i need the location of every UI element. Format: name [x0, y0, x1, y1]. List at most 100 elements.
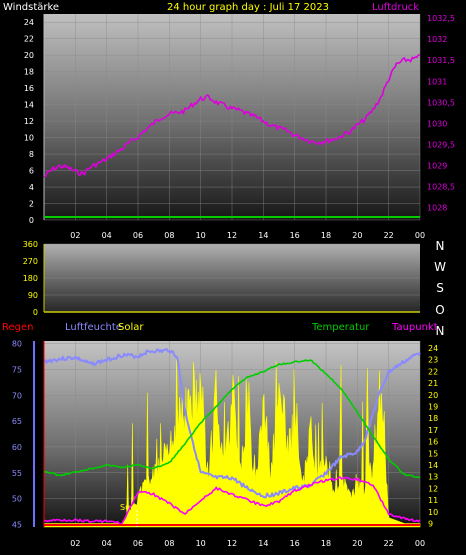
- wind-tick-label: 22: [24, 35, 34, 44]
- pressure-tick-label: 1028,5: [427, 182, 455, 191]
- wind-tick-label: 4: [29, 183, 34, 192]
- humidity-tick-label: 75: [12, 365, 22, 374]
- temperature-line: [43, 359, 421, 479]
- x-tick-label: 02: [70, 539, 80, 548]
- temperature-tick-label: 23: [428, 356, 438, 365]
- wind-tick-label: 16: [24, 84, 34, 93]
- legend-rain: Regen: [2, 322, 34, 333]
- humidity-tick-label: 45: [12, 520, 22, 529]
- x-tick-label: 00: [415, 231, 425, 240]
- x-tick-label: 22: [384, 539, 394, 548]
- x-tick-label: 04: [102, 539, 112, 548]
- x-tick-label: 14: [258, 231, 268, 240]
- x-tick-label: 08: [164, 231, 174, 240]
- x-tick-label: 16: [290, 539, 300, 548]
- legend-dewpoint: Taupunkt: [391, 322, 438, 333]
- temperature-tick-label: 18: [428, 414, 438, 423]
- temperature-tick-label: 15: [428, 449, 438, 458]
- direction-tick-label: 0: [33, 308, 38, 317]
- pressure-tick-label: 1030: [427, 119, 447, 128]
- direction-tick-label: 360: [23, 240, 38, 249]
- compass-label: O: [435, 303, 444, 317]
- sun-label: Sun: [120, 503, 135, 512]
- direction-tick-label: 90: [28, 291, 38, 300]
- x-tick-label: 10: [196, 231, 206, 240]
- direction-y-ticks: 0 90 180 270 360: [23, 240, 38, 317]
- compass-label: S: [436, 281, 444, 295]
- pressure-tick-label: 1028: [427, 203, 447, 212]
- x-tick-label: 16: [290, 231, 300, 240]
- temperature-tick-label: 16: [428, 438, 438, 447]
- pressure-tick-label: 1030,5: [427, 98, 455, 107]
- x-tick-label: 06: [133, 539, 143, 548]
- humidity-tick-label: 65: [12, 417, 22, 426]
- pressure-tick-label: 1031: [427, 77, 447, 86]
- pressure-tick-label: 1029: [427, 161, 447, 170]
- x-ticks-3: 02 04 06 08 10 12 14 16 18 20 22 00: [70, 539, 425, 548]
- wind-tick-label: 6: [29, 167, 34, 176]
- direction-tick-label: 180: [23, 274, 38, 283]
- x-tick-label: 12: [227, 539, 237, 548]
- direction-tick-label: 270: [23, 257, 38, 266]
- temperature-tick-label: 10: [428, 508, 438, 517]
- compass-label: W: [434, 260, 446, 274]
- pressure-line: [43, 54, 420, 178]
- pressure-tick-label: 1032: [427, 35, 447, 44]
- x-tick-label: 08: [164, 539, 174, 548]
- wind-tick-label: 8: [29, 150, 34, 159]
- x-tick-label: 22: [384, 231, 394, 240]
- wind-tick-label: 24: [24, 18, 34, 27]
- temperature-tick-label: 17: [428, 426, 438, 435]
- legend-solar: Solar: [118, 322, 144, 333]
- x-tick-label: 14: [258, 539, 268, 548]
- temperature-tick-label: 22: [428, 367, 438, 376]
- pressure-y-ticks: 1028 1028,5 1029 1029,5 1030 1030,5 1031 1031,5…: [427, 14, 455, 212]
- x-tick-label: 04: [102, 231, 112, 240]
- x-tick-label: 00: [415, 539, 425, 548]
- solar-area: [43, 358, 421, 528]
- wind-tick-label: 18: [24, 68, 34, 77]
- humidity-line: [43, 348, 421, 499]
- x-tick-label: 02: [70, 231, 80, 240]
- temperature-tick-label: 21: [428, 379, 438, 388]
- wind-tick-label: 10: [24, 134, 34, 143]
- compass-label: N: [436, 239, 445, 253]
- wind-tick-label: 14: [24, 101, 34, 110]
- legend-temperature: Temperatur: [311, 322, 370, 333]
- temperature-y-ticks: 9 10 11 12 13 14 15 16 17 18 19 20 21 22 23 24: [428, 344, 438, 528]
- temperature-tick-label: 14: [428, 461, 438, 470]
- humidity-temperature-panel: Sun 45 50 55 60 65 70 75 80 9 10 11 12 13 14 15 16 17 18…: [2, 322, 438, 548]
- grid-1: [44, 14, 421, 221]
- x-tick-label: 20: [352, 539, 362, 548]
- pressure-tick-label: 1029,5: [427, 140, 455, 149]
- x-tick-label: 10: [196, 539, 206, 548]
- x-tick-label: 18: [321, 231, 331, 240]
- humidity-tick-label: 80: [12, 340, 22, 349]
- x-tick-label: 06: [133, 231, 143, 240]
- dewpoint-line: [43, 476, 421, 526]
- pressure-tick-label: 1031,5: [427, 56, 455, 65]
- wind-tick-label: 20: [24, 51, 34, 60]
- pressure-label: Luftdruck: [372, 2, 419, 13]
- temperature-tick-label: 12: [428, 484, 438, 493]
- wind-tick-label: 2: [29, 200, 34, 209]
- wind-tick-label: 0: [29, 216, 34, 225]
- temperature-tick-label: 13: [428, 473, 438, 482]
- pressure-tick-label: 1032,5: [427, 14, 455, 23]
- temperature-tick-label: 19: [428, 403, 438, 412]
- wind-label: Windstärke: [3, 2, 59, 13]
- x-ticks-1: 02 04 06 08 10 12 14 16 18 20 22 00: [70, 231, 425, 240]
- x-tick-label: 20: [352, 231, 362, 240]
- humidity-tick-label: 50: [12, 495, 22, 504]
- humidity-tick-label: 70: [12, 391, 22, 400]
- humidity-tick-label: 60: [12, 443, 22, 452]
- legend-humidity: Luftfeuchte: [65, 322, 122, 333]
- x-tick-label: 12: [227, 231, 237, 240]
- temperature-tick-label: 24: [428, 344, 438, 353]
- x-tick-label: 18: [321, 539, 331, 548]
